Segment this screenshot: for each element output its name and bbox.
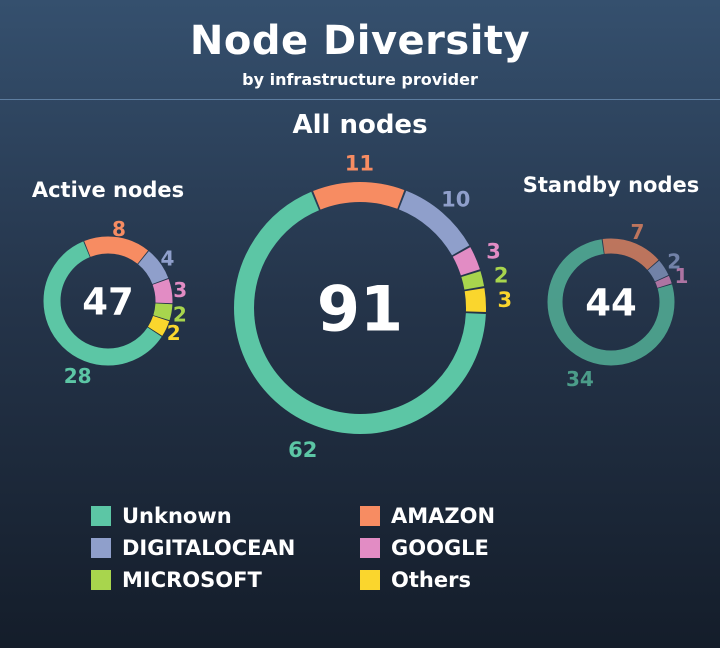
slice-amazon	[43, 236, 173, 366]
chart-header: Node Diversity by infrastructure provide…	[0, 0, 720, 99]
slice-label-google: 1	[674, 264, 688, 288]
donut-title: All nodes	[292, 110, 427, 140]
donut-standby-nodes: Standby nodes 721 34 44	[523, 173, 700, 391]
slice-label-others: 3	[497, 288, 512, 312]
donut-total: 91	[317, 272, 403, 345]
slice-amazon	[234, 182, 486, 434]
slice-unknown	[43, 236, 173, 366]
slice-label-amazon: 7	[630, 220, 644, 244]
slice-label-digitalocean: 10	[441, 187, 470, 211]
slice-amazon	[547, 238, 675, 366]
slice-label-microsoft: 2	[173, 302, 187, 326]
slice-unknown	[547, 238, 675, 366]
slice-label-digitalocean: 2	[667, 250, 681, 274]
slice-label-unknown: 28	[64, 364, 92, 388]
slice-label-others: 2	[167, 321, 181, 345]
donut-total: 44	[585, 281, 637, 324]
chart-subtitle: by infrastructure provider	[242, 70, 478, 89]
donut-total: 47	[82, 280, 134, 323]
slice-label-unknown: 62	[288, 438, 317, 462]
slice-label-google: 3	[486, 240, 501, 264]
chart-title: Node Diversity	[189, 18, 531, 64]
slice-label-amazon: 8	[112, 217, 126, 241]
donut-all-nodes: All nodes 11 10 323 62 91	[234, 110, 512, 462]
header-divider	[0, 99, 720, 100]
slice-unknown	[234, 182, 486, 434]
donut-title: Standby nodes	[523, 173, 700, 197]
slice-label-digitalocean: 4	[161, 247, 175, 271]
slice-label-google: 3	[173, 278, 187, 302]
slice-label-microsoft: 2	[494, 264, 509, 288]
slice-label-amazon: 11	[345, 151, 374, 175]
donut-title: Active nodes	[32, 178, 184, 202]
slice-google	[43, 236, 173, 366]
slice-others	[234, 182, 486, 434]
slice-label-unknown: 34	[566, 367, 594, 391]
